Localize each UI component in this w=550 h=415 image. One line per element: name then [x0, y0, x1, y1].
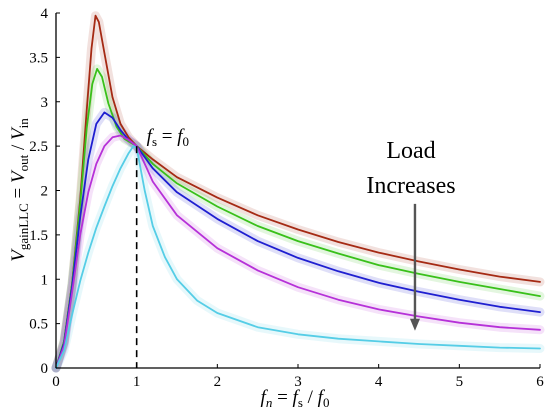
- x-tick-label: 4: [375, 374, 383, 390]
- annotation-line1: Load: [386, 138, 435, 164]
- x-axis-label: fn = fs / f0: [261, 387, 330, 410]
- xlabel-f0: f: [318, 387, 326, 408]
- resonance-label: fs = f0: [147, 126, 189, 149]
- series-glow-1: [51, 11, 545, 373]
- y-tick-label: 2.5: [29, 139, 48, 155]
- y-tick-label: 1: [41, 272, 49, 288]
- annotation-line2: Increases: [366, 173, 455, 199]
- res-label-0: 0: [183, 134, 190, 149]
- series-glow-layer: [51, 11, 545, 373]
- xlabel-n: n: [266, 395, 273, 410]
- load-arrow-head: [409, 318, 420, 331]
- y-tick-label: 1.5: [29, 228, 48, 244]
- series-line-5: [55, 145, 541, 369]
- y-axis-label: VgainLLC = Vout / Vin: [8, 118, 31, 262]
- series-line-3: [55, 111, 541, 369]
- xlabel-f: f: [261, 387, 269, 408]
- y-tick-label: 2: [41, 184, 49, 200]
- ylabel-slash: /: [8, 140, 29, 155]
- xlabel-s: s: [298, 395, 303, 410]
- ylabel-vin: V: [8, 126, 29, 140]
- xlabel-eq: =: [272, 387, 292, 408]
- res-label-eq: =: [157, 126, 177, 147]
- axes: [55, 13, 540, 369]
- y-tick-label: 4: [41, 6, 49, 22]
- series-layer: [55, 14, 541, 369]
- ylabel-vout: V: [8, 169, 29, 183]
- ylabel-gain: gainLLC: [16, 203, 31, 250]
- ylabel-out: out: [16, 154, 31, 171]
- ticks: 0 1 2 3 4 5 6 0 0.5 1 1.5 2 2.5 3 3.5 4: [29, 6, 544, 390]
- y-tick-label: 3.5: [29, 50, 48, 66]
- ylabel-v: V: [8, 248, 29, 262]
- x-tick-label: 3: [294, 374, 302, 390]
- x-tick-label: 6: [536, 374, 544, 390]
- x-tick-label: 1: [133, 374, 141, 390]
- y-tick-label: 3: [41, 95, 49, 111]
- res-label-f: f: [147, 126, 155, 147]
- series-line-1: [55, 14, 541, 369]
- x-tick-label: 5: [456, 374, 464, 390]
- x-tick-label: 2: [214, 374, 222, 390]
- y-tick-label: 0.5: [29, 317, 48, 333]
- xlabel-slash: /: [303, 387, 318, 408]
- res-label-f0: f: [177, 126, 185, 147]
- y-tick-label: 0: [41, 361, 49, 377]
- xlabel-zero: 0: [323, 395, 330, 410]
- ylabel-eq: =: [8, 183, 29, 203]
- x-tick-label: 0: [52, 374, 60, 390]
- res-label-s: s: [152, 134, 157, 149]
- series-line-4: [55, 134, 541, 369]
- ylabel-in: in: [16, 118, 31, 129]
- xlabel-fs: f: [293, 387, 301, 408]
